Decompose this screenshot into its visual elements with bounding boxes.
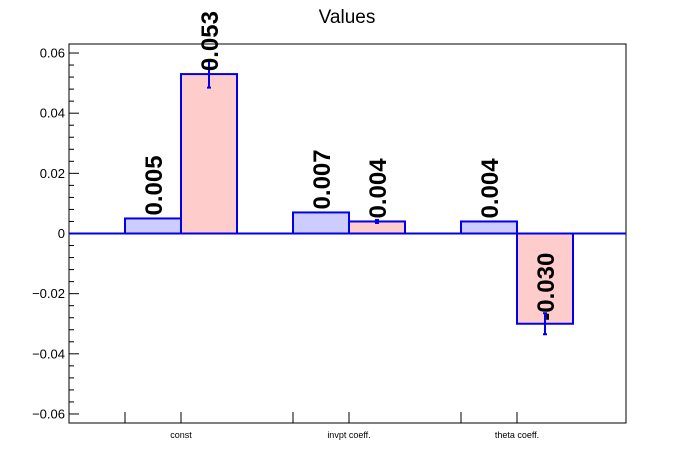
bar xyxy=(292,211,350,235)
data-label: 0.007 xyxy=(309,149,336,209)
data-label: -0.030 xyxy=(533,253,560,321)
y-tick-label: 0 xyxy=(58,226,65,241)
bar xyxy=(180,73,238,235)
y-tick-label: 0.02 xyxy=(40,166,65,181)
plot-area: −0.06 −0.04 −0.02 0 0.02 0.04 0.06 0.005 0.053 co… xyxy=(32,11,627,440)
bar xyxy=(460,220,518,235)
category-label: invpt coeff. xyxy=(327,430,370,440)
data-label: 0.005 xyxy=(141,155,168,215)
data-label: 0.004 xyxy=(365,158,392,219)
y-tick-label: 0.04 xyxy=(40,106,65,121)
data-label: 0.004 xyxy=(477,158,504,219)
category-label: const xyxy=(170,430,192,440)
category-label: theta coeff. xyxy=(495,430,539,440)
bar xyxy=(516,232,574,325)
y-tick-label: −0.02 xyxy=(32,286,65,301)
y-tick-label: −0.04 xyxy=(32,346,65,361)
data-label: 0.053 xyxy=(197,11,224,71)
chart-title: Values xyxy=(319,7,376,28)
bar xyxy=(124,217,182,235)
y-tick-label: 0.06 xyxy=(40,46,65,61)
y-tick-label: −0.06 xyxy=(32,406,65,421)
